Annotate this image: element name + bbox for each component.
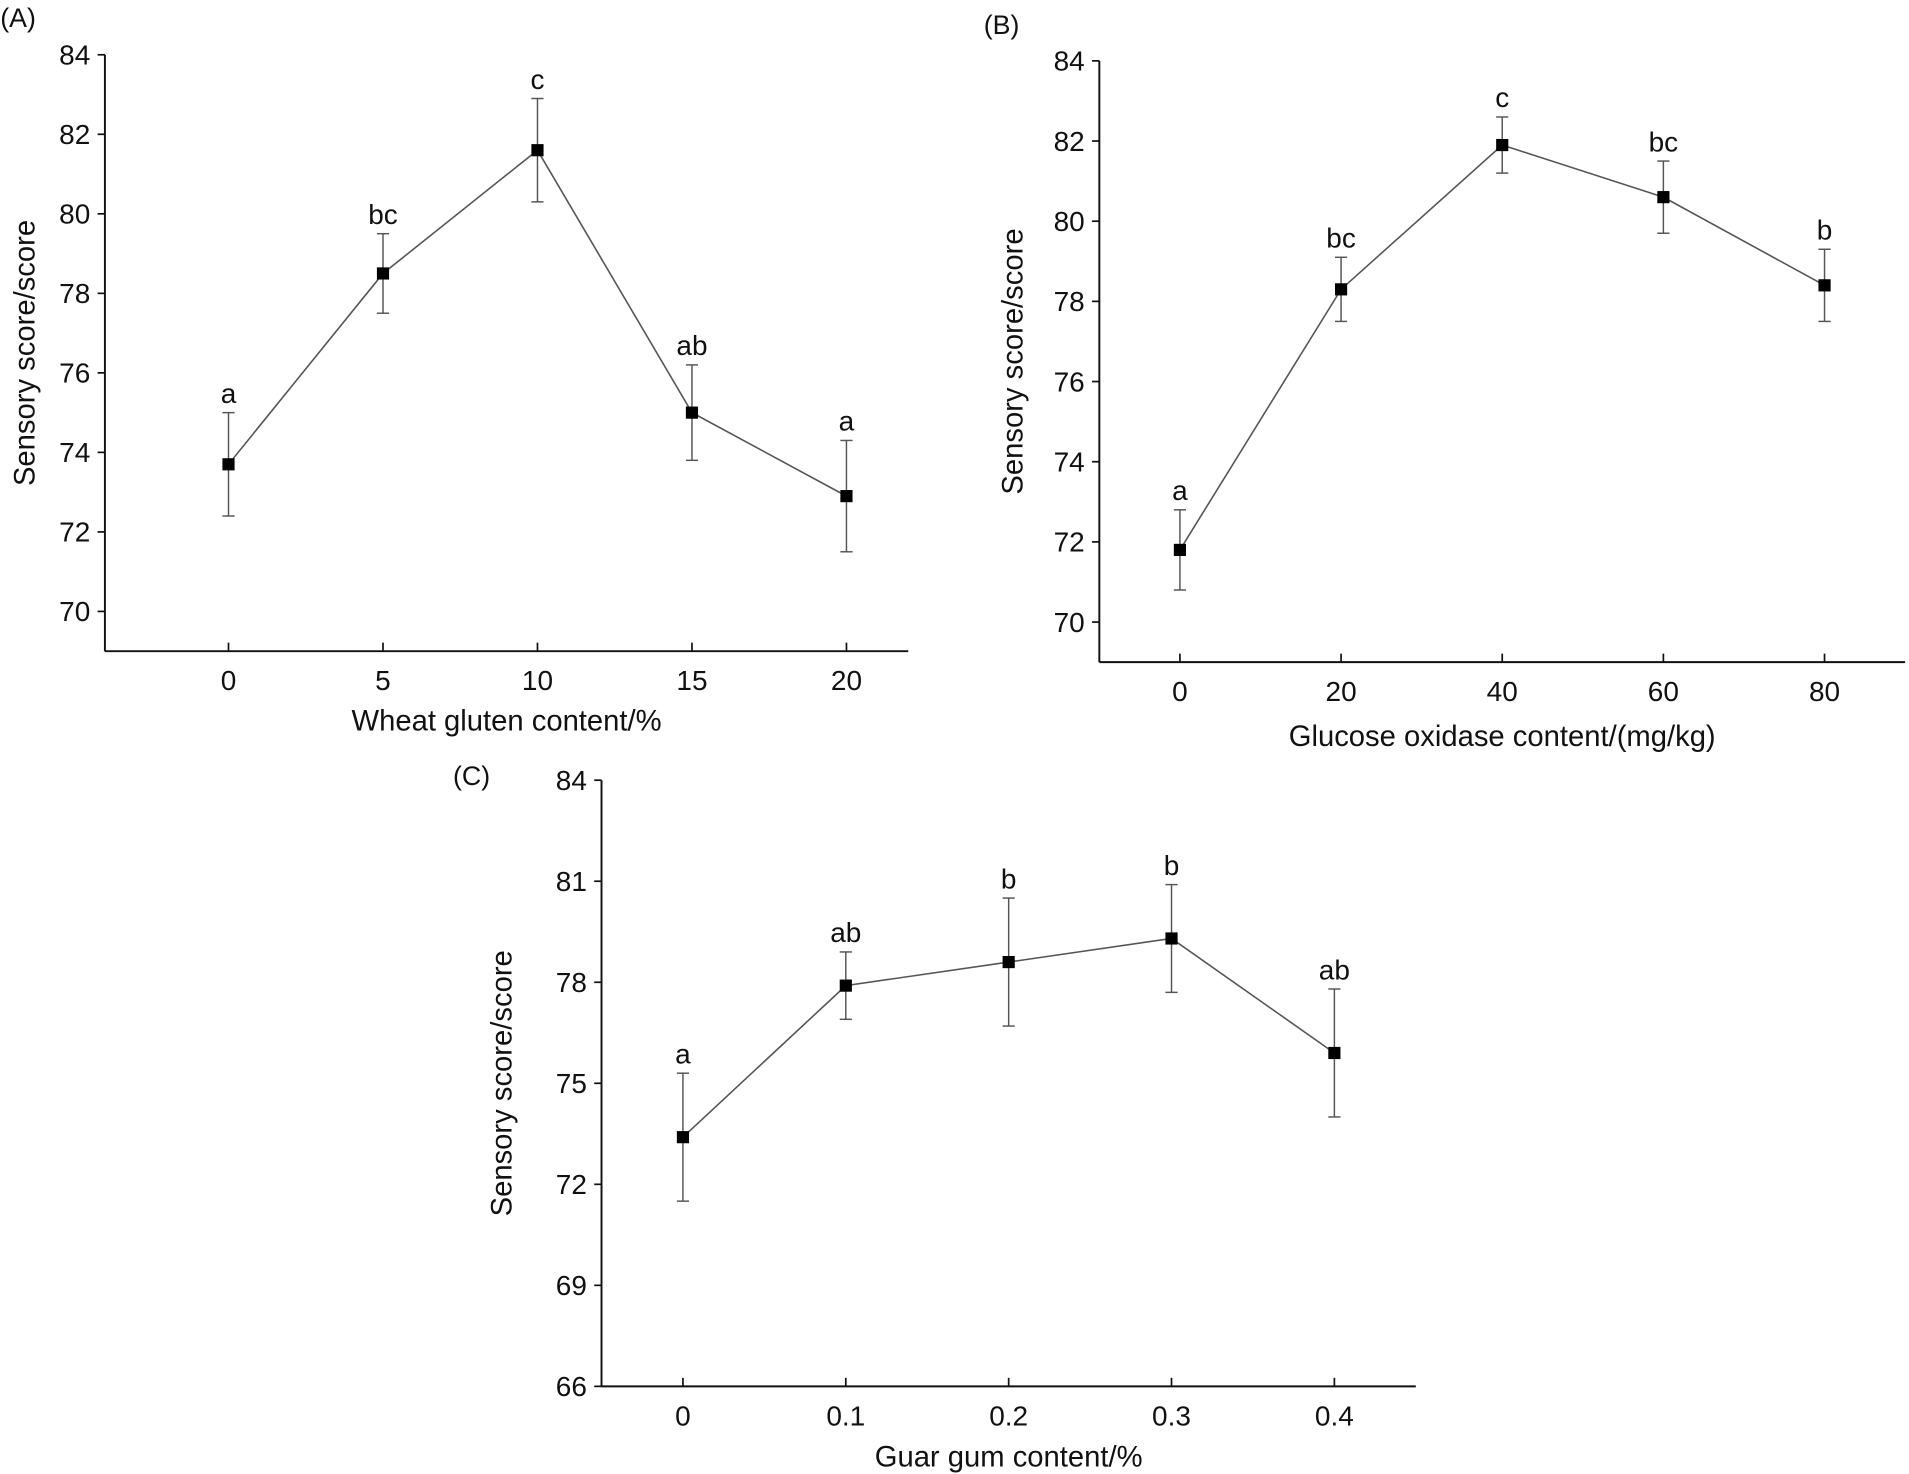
y-tick-label: 78 <box>556 967 587 998</box>
y-tick-label: 76 <box>59 358 90 389</box>
y-tick-label: 66 <box>556 1371 587 1402</box>
x-tick-label: 10 <box>522 665 553 696</box>
significance-label: bc <box>1326 223 1356 254</box>
series-line <box>1179 144 1825 551</box>
y-tick-label: 74 <box>1054 446 1085 477</box>
data-point <box>1818 279 1831 292</box>
significance-label: ab <box>676 330 707 361</box>
significance-label: c <box>530 64 544 95</box>
chart-panel-b: 70 72 74 76 78 80 82 84 0 20 40 60 80 Glucose oxidase… <box>984 10 1906 753</box>
x-axis-label: Guar gum content/% <box>875 1442 1143 1474</box>
data-point <box>222 458 235 471</box>
chart-panel-c: 66 69 72 75 78 81 84 0 0.1 0.2 0.3 0.4 Guar gum cont… <box>453 761 1416 1474</box>
x-tick-label: 0 <box>221 665 237 696</box>
panel-label: (C) <box>453 761 490 791</box>
y-tick-label: 72 <box>59 517 90 548</box>
y-tick-label: 84 <box>1054 46 1085 77</box>
significance-label: b <box>1817 215 1833 246</box>
y-tick-label: 80 <box>1054 206 1085 237</box>
data-point <box>1173 543 1187 556</box>
significance-label: c <box>1495 82 1509 113</box>
x-tick-label: 0 <box>1172 676 1188 707</box>
y-tick-label: 74 <box>59 437 90 468</box>
y-tick-label: 82 <box>1054 126 1085 157</box>
panel-label: (A) <box>0 3 36 33</box>
significance-label: bc <box>368 199 398 230</box>
x-tick-label: 80 <box>1809 676 1840 707</box>
data-point <box>840 490 853 503</box>
y-axis-label: Sensory score/score <box>998 228 1030 494</box>
data-point <box>1657 191 1670 204</box>
y-tick-label: 76 <box>1054 366 1085 397</box>
x-tick-label: 0.1 <box>826 1400 865 1431</box>
y-tick-label: 75 <box>556 1068 587 1099</box>
y-tick-label: 84 <box>556 765 587 796</box>
x-tick-label: 60 <box>1648 676 1679 707</box>
y-tick-label: 69 <box>556 1270 587 1301</box>
significance-label: a <box>675 1038 691 1069</box>
y-tick-label: 80 <box>59 199 90 230</box>
x-tick-label: 0 <box>675 1400 691 1431</box>
y-tick-label: 70 <box>1054 607 1085 638</box>
x-tick-label: 0.4 <box>1315 1400 1354 1431</box>
y-axis-label: Sensory score/score <box>9 220 41 486</box>
data-point <box>839 979 852 992</box>
significance-label: ab <box>830 917 861 948</box>
chart-panel-a: 70 72 74 76 78 80 82 84 0 5 10 15 20 Wheat gluten con… <box>0 3 909 737</box>
panel-label: (B) <box>984 10 1020 40</box>
data-point <box>1165 932 1178 945</box>
data-point <box>676 1131 690 1144</box>
data-point <box>1334 283 1348 296</box>
y-tick-label: 72 <box>1054 527 1085 558</box>
data-point <box>531 144 544 157</box>
x-axis-label: Wheat gluten content/% <box>352 705 662 737</box>
data-point <box>1496 138 1509 152</box>
data-point <box>1002 955 1015 969</box>
significance-label: a <box>221 378 237 409</box>
x-tick-label: 0.2 <box>989 1400 1028 1431</box>
x-tick-label: 15 <box>676 665 707 696</box>
significance-label: a <box>1172 475 1188 506</box>
y-tick-label: 70 <box>59 596 90 627</box>
x-tick-label: 5 <box>375 665 391 696</box>
data-point <box>685 406 699 419</box>
x-axis-label: Glucose oxidase content/(mg/kg) <box>1289 721 1716 753</box>
x-tick-label: 40 <box>1487 676 1518 707</box>
y-tick-label: 82 <box>59 119 90 150</box>
significance-label: b <box>1001 863 1017 894</box>
y-axis-label: Sensory score/score <box>486 950 518 1216</box>
significance-label: b <box>1164 850 1180 881</box>
data-point <box>1328 1046 1341 1060</box>
x-tick-label: 0.3 <box>1152 1400 1191 1431</box>
y-tick-label: 78 <box>59 278 90 309</box>
significance-label: ab <box>1319 954 1350 985</box>
x-tick-label: 20 <box>1326 676 1357 707</box>
y-tick-label: 84 <box>59 40 90 71</box>
data-point <box>376 267 390 280</box>
significance-label: a <box>839 406 855 437</box>
y-tick-label: 81 <box>556 866 587 897</box>
significance-label: bc <box>1649 126 1679 157</box>
y-tick-label: 72 <box>556 1169 587 1200</box>
x-tick-label: 20 <box>831 665 862 696</box>
y-tick-label: 78 <box>1054 286 1085 317</box>
